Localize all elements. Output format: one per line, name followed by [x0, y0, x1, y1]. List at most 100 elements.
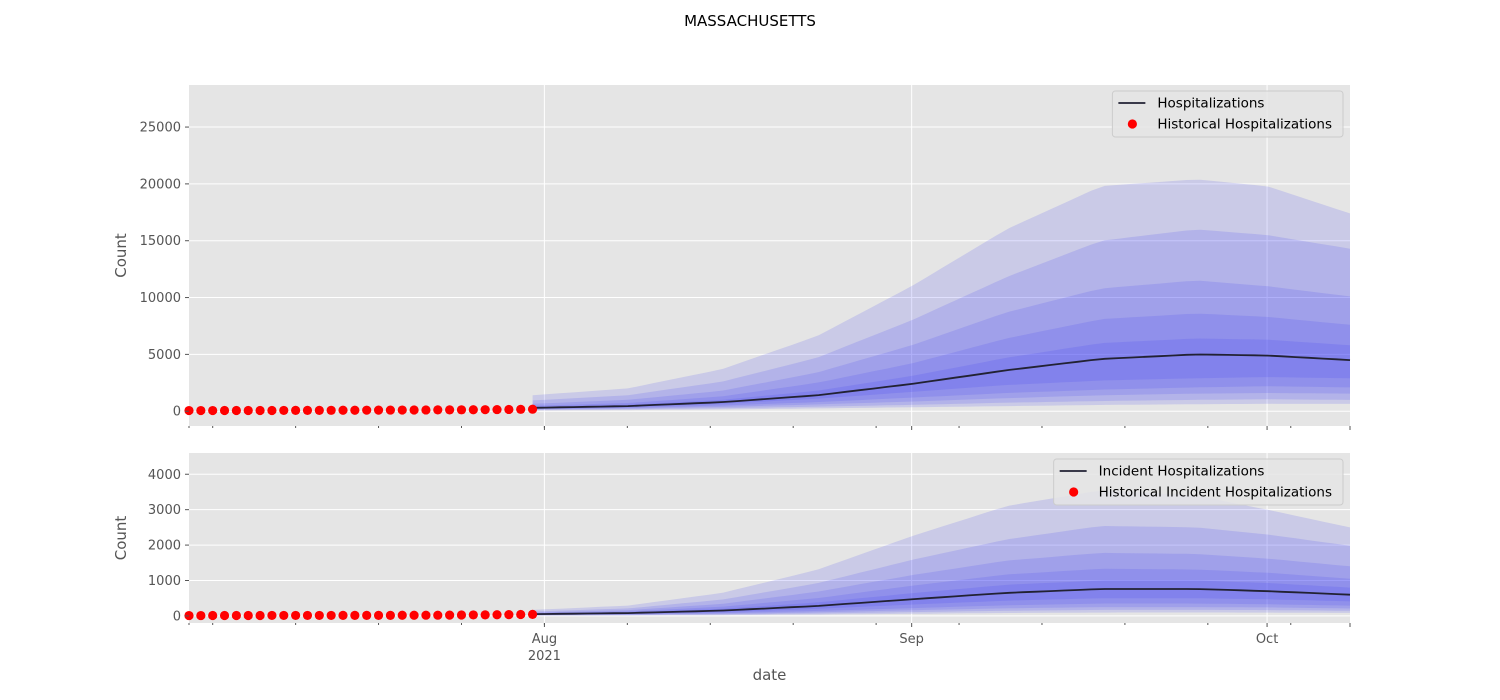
figure-title: MASSACHUSETTS: [684, 12, 816, 30]
historical-point: [184, 405, 194, 416]
y-tick-label: 0: [173, 609, 181, 624]
historical-point: [362, 610, 372, 620]
forecast-band: [532, 313, 1350, 409]
historical-point: [445, 405, 455, 415]
historical-point: [219, 610, 230, 621]
historical-point: [338, 610, 348, 620]
legend-dot-swatch: [1127, 119, 1137, 129]
historical-point: [267, 405, 277, 416]
historical-point: [196, 610, 206, 621]
forecast-band: [532, 568, 1350, 615]
y-axis: 0 5000 10000 15000 20000 25000: [140, 121, 189, 420]
historical-point: [456, 610, 467, 620]
historical-point: [302, 405, 313, 415]
y-tick-label: 1000: [148, 574, 181, 589]
historical-point: [492, 610, 502, 620]
historical-point: [516, 404, 526, 414]
historical-point: [527, 404, 538, 414]
historical-point: [492, 404, 502, 415]
legend: Incident Hospitalizations Historical Inci…: [1053, 458, 1344, 506]
historical-point: [433, 610, 443, 620]
y-axis: 0 1000 2000 3000 4000: [148, 468, 189, 624]
forecast-band: [532, 490, 1350, 616]
historical-point: [302, 610, 313, 621]
historical-point: [385, 610, 395, 620]
historical-point: [373, 405, 384, 415]
historical-point: [362, 405, 372, 415]
x-tick-label: Sep: [899, 632, 924, 647]
incident-hospitalizations-panel: 0 1000 2000 3000 4000 Count Aug 2021 Sep Oct date I…: [112, 453, 1351, 684]
historical-point: [231, 610, 241, 621]
historical-point: [231, 405, 241, 416]
historical-point: [279, 405, 289, 416]
historical-point: [255, 405, 265, 416]
x-tick-label: Aug: [532, 632, 557, 647]
historical-point: [504, 404, 514, 415]
y-tick-label: 25000: [140, 121, 181, 136]
historical-point: [208, 405, 218, 416]
historical-point: [291, 405, 301, 416]
historical-point: [314, 610, 324, 621]
historical-point: [527, 609, 538, 619]
historical-point: [350, 405, 360, 415]
forecast-band: [532, 552, 1350, 616]
historical-point: [468, 610, 478, 620]
y-tick-label: 0: [173, 405, 181, 420]
y-tick-label: 20000: [140, 177, 181, 192]
legend: Hospitalizations Historical Hospitalizati…: [1111, 90, 1344, 138]
plot-background: [189, 85, 1350, 426]
y-tick-label: 3000: [148, 503, 181, 518]
historical-point: [504, 610, 514, 620]
historical-point: [255, 610, 265, 621]
historical-points: [184, 404, 538, 416]
historical-point: [456, 405, 467, 415]
historical-point: [326, 405, 336, 415]
historical-point: [196, 405, 206, 416]
historical-point: [314, 405, 324, 415]
historical-point: [279, 610, 289, 621]
forecast-band: [532, 229, 1350, 410]
historical-point: [326, 610, 336, 621]
historical-point: [243, 610, 253, 621]
historical-point: [291, 610, 301, 621]
historical-points: [184, 609, 538, 621]
legend-dot-swatch: [1069, 487, 1079, 497]
legend-box: [1053, 458, 1344, 506]
historical-point: [409, 610, 419, 620]
x-axis-label: date: [753, 666, 787, 684]
historical-point: [445, 610, 455, 620]
historical-point: [421, 405, 431, 415]
historical-point: [397, 610, 407, 620]
x-axis: [188, 426, 1351, 430]
forecast-band: [532, 280, 1350, 410]
historical-point: [468, 405, 478, 415]
historical-point: [516, 609, 526, 620]
historical-point: [373, 610, 384, 620]
x-tick-sublabel: 2021: [528, 649, 561, 664]
historical-point: [480, 405, 490, 415]
legend-item-historical: Historical Incident Hospitalizations: [1099, 485, 1332, 501]
y-axis-label: Count: [112, 233, 130, 278]
historical-point: [219, 405, 230, 416]
historical-point: [208, 610, 218, 621]
legend-box: [1111, 90, 1344, 138]
historical-point: [350, 610, 360, 620]
hospitalizations-panel: 0 5000 10000 15000 20000 25000 Count Hospitaliz…: [112, 85, 1351, 430]
forecast-band: [532, 179, 1350, 411]
historical-point: [267, 610, 277, 621]
y-tick-label: 15000: [140, 234, 181, 249]
historical-point: [480, 610, 490, 620]
y-tick-label: 2000: [148, 539, 181, 554]
y-tick-label: 5000: [148, 348, 181, 363]
legend-item-forecast: Incident Hospitalizations: [1099, 464, 1265, 480]
forecast-band: [532, 526, 1350, 616]
x-tick-label: Oct: [1256, 632, 1278, 647]
historical-point: [338, 405, 348, 415]
legend-item-historical: Historical Hospitalizations: [1157, 117, 1332, 133]
median-line: [532, 353, 1351, 409]
y-tick-label: 4000: [148, 468, 181, 483]
historical-point: [397, 405, 407, 415]
historical-point: [385, 405, 395, 415]
